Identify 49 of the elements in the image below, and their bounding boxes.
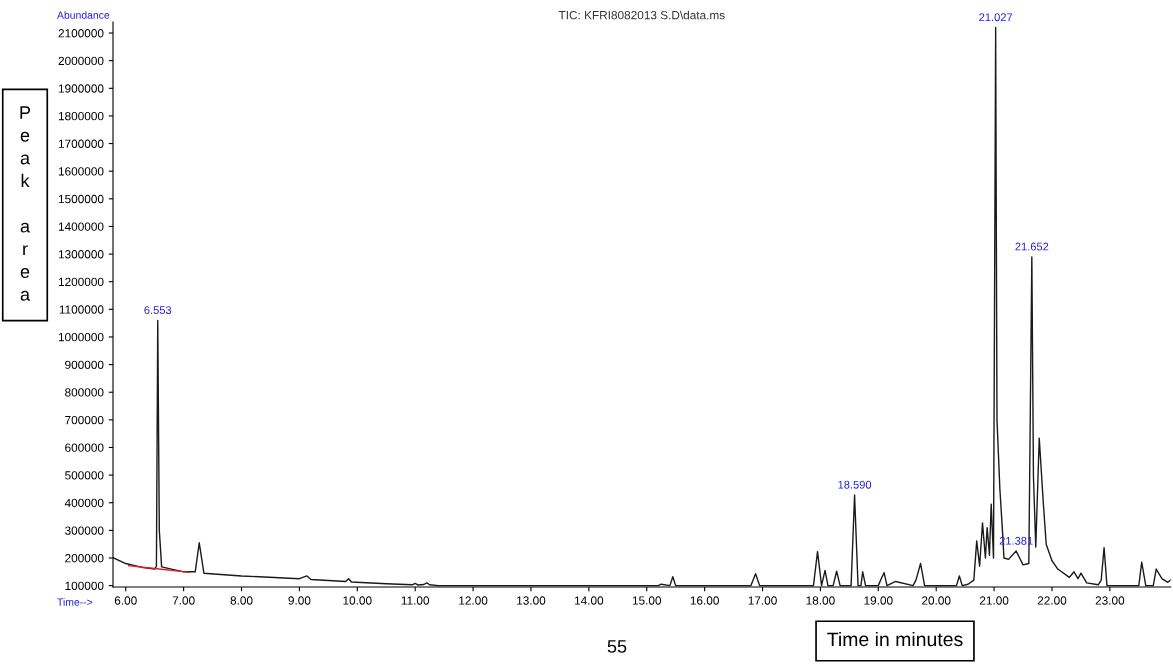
x-tick-label: 21.00: [979, 596, 1009, 605]
y-tick-label: 200000: [65, 554, 104, 563]
y-tick-label: 900000: [65, 360, 104, 369]
y-tick-label: 100000: [65, 581, 104, 591]
x-axis-title: Time in minutes: [827, 631, 963, 647]
chart-title: TIC: KFRI8082013 S.D\data.ms: [558, 10, 725, 20]
y-tick-label: 500000: [65, 471, 104, 480]
text: Peak area: [20, 106, 31, 301]
x-tick-label: 15.00: [632, 596, 662, 605]
y-tick-label: 1400000: [58, 222, 104, 231]
y-tick-label: 1800000: [58, 111, 104, 121]
y-tick-label: 1300000: [58, 250, 104, 259]
x-tick-label: 18.00: [806, 596, 835, 605]
y-tick-label: 1600000: [58, 167, 104, 176]
text: 55: [607, 640, 627, 653]
y-tick-label: 2100000: [58, 29, 104, 38]
y-tick-label: 1100000: [59, 305, 104, 314]
x-tick-label: 20.00: [922, 596, 951, 605]
annotation: 18.590: [838, 480, 872, 489]
y-tick-label: 1500000: [58, 194, 104, 204]
x-tick-label: 10.00: [343, 596, 372, 605]
y-tick-label: 300000: [65, 526, 104, 535]
annotation: 21.652: [1015, 242, 1049, 251]
y-tick-label: 2000000: [58, 56, 104, 66]
y-tick-label: 1000000: [58, 333, 104, 342]
x-tick-label: 7.00: [172, 596, 195, 605]
x-tick-label: 17.00: [748, 596, 777, 605]
x-tick-label: 11.00: [401, 596, 430, 605]
y-tick-label: 1700000: [58, 139, 104, 148]
x-tick-label: 6.00: [114, 596, 137, 605]
x-tick-label: 8.00: [230, 596, 253, 605]
y-tick-label: 400000: [64, 498, 104, 508]
x-tick-label: 14.00: [574, 596, 604, 605]
y-tick-label: 600000: [65, 443, 104, 452]
x-tick-label: 13.00: [517, 596, 546, 605]
annotation: 21.027: [979, 13, 1013, 22]
x-tick-label: 9.00: [288, 596, 311, 605]
text: Abundance: [57, 11, 110, 19]
y-tick-label: 1900000: [58, 84, 104, 93]
annotation: 6.553: [144, 306, 172, 315]
x-tick-label: 19.00: [864, 596, 893, 605]
y-tick-label: 700000: [65, 415, 104, 425]
x-tick-label: 16.00: [690, 596, 719, 605]
x-tick-label: 12.00: [459, 596, 488, 605]
x-tick-label: 23.00: [1095, 596, 1125, 605]
x-tick-label: 22.00: [1037, 596, 1067, 605]
y-tick-label: 1200000: [58, 277, 104, 287]
y-tick-label: 800000: [65, 388, 104, 397]
text: Time-->: [57, 598, 93, 606]
